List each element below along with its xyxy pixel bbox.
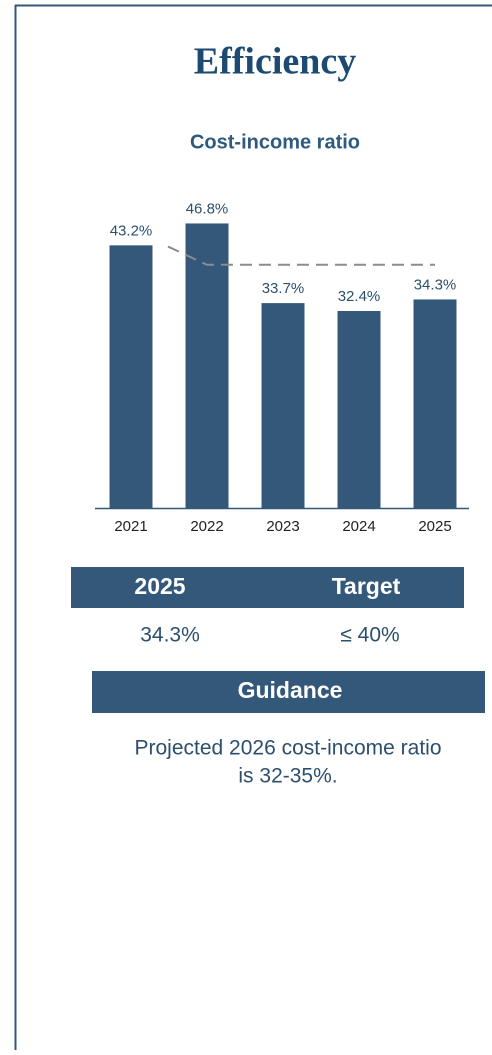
target-line xyxy=(167,245,435,266)
data-label: 46.8% xyxy=(186,200,229,217)
data-label: 43.2% xyxy=(110,222,153,239)
guidance-header-bg xyxy=(92,671,485,713)
table-header: 2025 xyxy=(134,573,185,599)
data-label: 33.7% xyxy=(262,280,305,297)
x-tick-label: 2025 xyxy=(418,518,451,535)
bar xyxy=(261,303,305,508)
table-cell: 34.3% xyxy=(140,624,200,647)
chart-title: Cost-income ratio xyxy=(190,131,360,153)
table-cell: ≤ 40% xyxy=(340,624,399,647)
guidance-text: Projected 2026 cost-income ratio xyxy=(135,737,442,760)
x-tick-label: 2024 xyxy=(342,518,375,535)
table-header: Target xyxy=(332,573,401,599)
x-tick-label: 2023 xyxy=(266,518,299,535)
x-tick-label: 2021 xyxy=(114,518,147,535)
data-label: 32.4% xyxy=(338,288,381,305)
data-label: 34.3% xyxy=(414,276,457,293)
bar xyxy=(109,245,153,508)
table-header-bg xyxy=(71,567,464,608)
bar xyxy=(185,223,229,508)
guidance-title: Guidance xyxy=(238,677,343,703)
bar xyxy=(413,299,457,508)
panel-title: Efficiency xyxy=(194,41,357,83)
guidance-text: is 32-35%. xyxy=(238,765,337,788)
bar xyxy=(337,311,381,508)
x-tick-label: 2022 xyxy=(190,518,223,535)
